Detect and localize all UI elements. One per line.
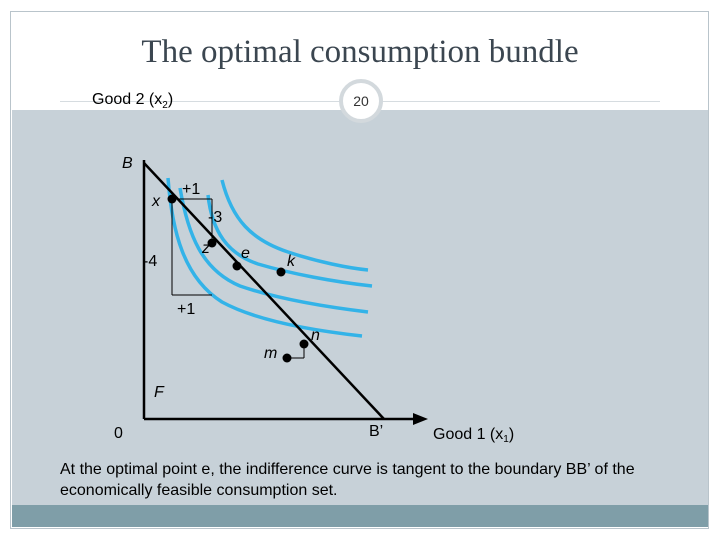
point-z (207, 238, 217, 248)
label-minus4: -4 (143, 253, 157, 270)
label-e: e (241, 245, 250, 262)
content-panel (12, 110, 708, 505)
footer-bar (12, 505, 708, 527)
point-k (276, 267, 286, 277)
indifference-curve-3 (206, 194, 373, 288)
indifference-curve-2 (178, 187, 369, 314)
point-x (167, 194, 177, 204)
indifference-curves (166, 177, 373, 338)
indifference-curve-4 (220, 179, 369, 272)
label-B: B (122, 155, 133, 172)
slide-frame (10, 11, 709, 529)
label-minus3: -3 (208, 209, 222, 226)
label-plus1-bottom: +1 (177, 301, 195, 318)
point-n (299, 339, 309, 349)
slide-title: The optimal consumption bundle (141, 34, 579, 70)
label-B-prime: B’ (369, 423, 383, 440)
point-e (232, 261, 242, 271)
label-n: n (311, 327, 320, 344)
label-m: m (264, 345, 277, 362)
label-F: F (154, 384, 165, 401)
point-m (282, 353, 292, 363)
page-number-badge: 20 (339, 79, 383, 123)
origin-label: 0 (114, 425, 123, 442)
caption: At the optimal point e, the indifference… (60, 461, 635, 499)
x-axis-label: Good 1 (x1) (433, 426, 514, 445)
label-plus1-top: +1 (182, 181, 200, 198)
label-z: z (201, 240, 210, 257)
label-x: x (151, 193, 161, 210)
indifference-curve-1 (166, 177, 363, 338)
label-k: k (287, 253, 296, 270)
budget-line (143, 162, 385, 420)
x-axis-arrow (413, 413, 428, 425)
page-number: 20 (353, 93, 369, 109)
y-axis-label: Good 2 (x2) (92, 91, 174, 112)
